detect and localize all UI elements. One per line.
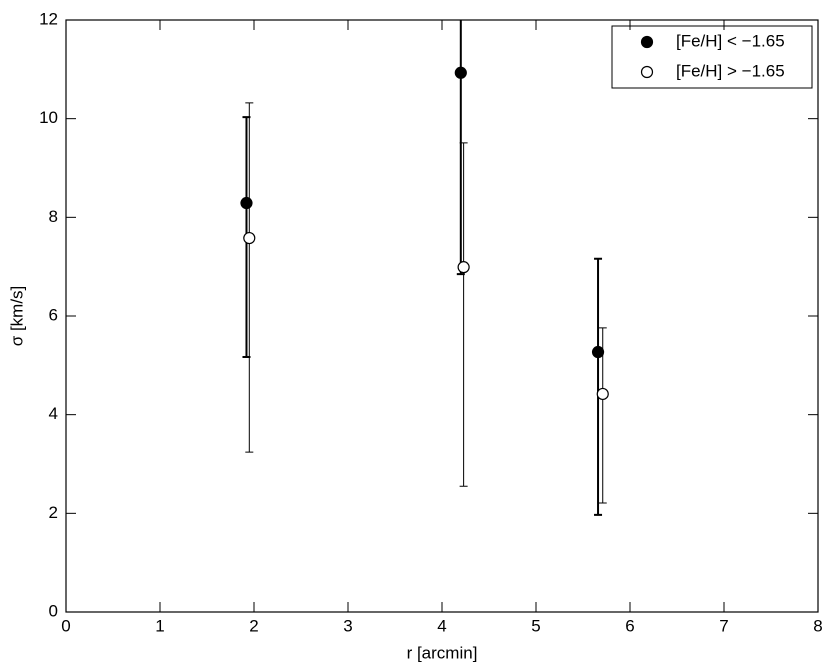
x-tick-label: 7 [719,616,728,635]
error-bar [594,257,603,516]
x-tick-label: 8 [813,616,822,635]
x-tick-label: 3 [343,616,352,635]
y-tick-label: 10 [39,108,58,127]
legend-marker [640,35,654,49]
marker [457,261,470,274]
plot-frame [65,19,819,613]
marker [454,66,467,79]
marker [596,387,609,401]
error-bar [598,327,607,504]
y-tick-label: 6 [49,305,58,324]
plot-area [240,20,609,516]
error-bar [459,142,468,487]
legend-marker [640,65,654,79]
x-tick-label: 0 [61,616,70,635]
y-tick-label: 12 [39,9,58,28]
legend-label: [Fe/H] > −1.65 [676,61,785,80]
x-tick-label: 4 [437,616,446,635]
marker [591,345,605,359]
x-tick-label: 1 [155,616,164,635]
x-tick-label: 2 [249,616,258,635]
error-bar [245,102,254,453]
x-tick-label: 6 [625,616,634,635]
x-axis-label: r [arcmin] [407,643,478,662]
x-tick-label: 5 [531,616,540,635]
y-tick-label: 0 [49,601,58,620]
y-tick-label: 2 [49,503,58,522]
y-axis-label: σ [km/s] [7,286,26,347]
y-tick-label: 8 [49,207,58,226]
legend-label: [Fe/H] < −1.65 [676,31,785,50]
marker [240,196,253,210]
y-tick-label: 4 [49,404,58,423]
marker [243,231,256,245]
